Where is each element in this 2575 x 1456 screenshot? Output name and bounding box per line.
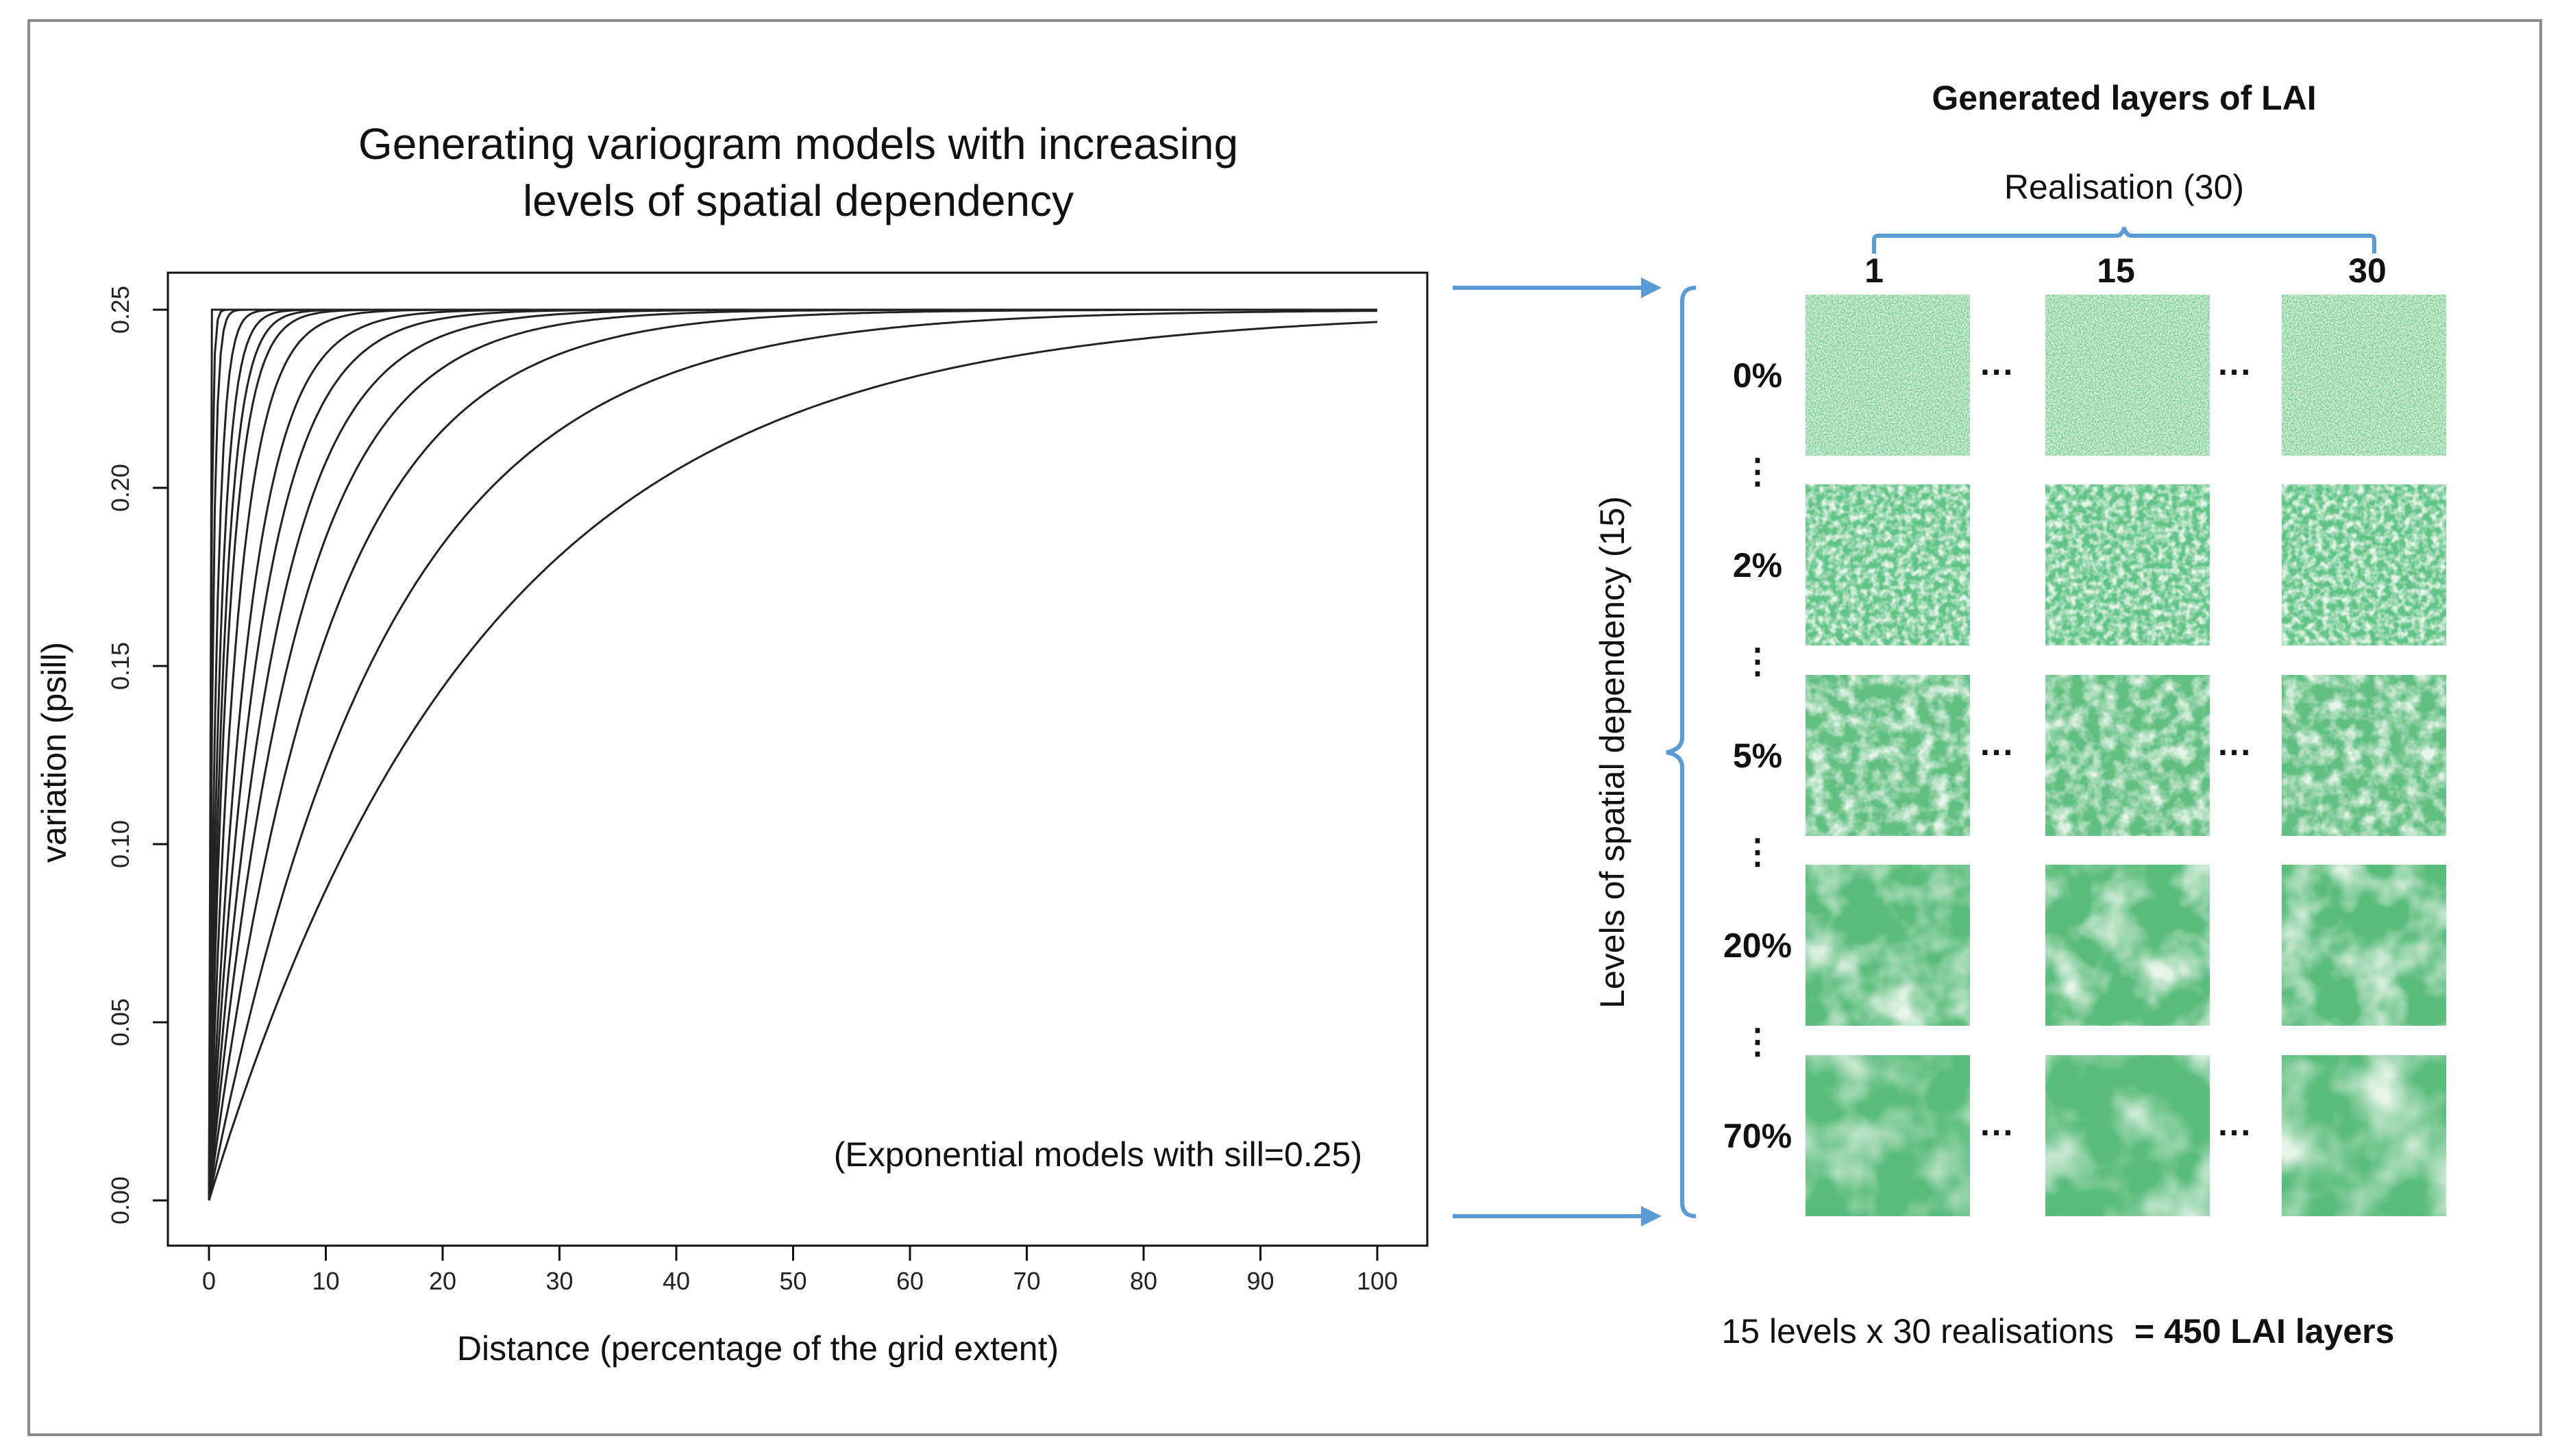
horizontal-ellipsis: ··· — [1980, 353, 2015, 391]
x-tick-label: 80 — [1130, 1267, 1157, 1295]
row-label-5: 70% — [1723, 1117, 1792, 1155]
bottom-arrow-head — [1641, 1206, 1662, 1226]
x-tick-label: 60 — [896, 1267, 924, 1295]
lai-layer-grid: 0% ⋮ ··· ··· 2% ⋮ 5% ⋮ ··· ··· 20% ⋮ 70% ··· ··· — [1723, 295, 2446, 1216]
plot-frame — [167, 271, 1429, 1247]
x-tick-label: 40 — [663, 1267, 690, 1295]
chart-title-line-2: levels of spatial dependency — [523, 176, 1074, 225]
tile-texture — [2282, 1055, 2446, 1216]
x-axis-title: Distance (percentage of the grid extent) — [457, 1329, 1059, 1368]
lai-layer-tile — [2282, 295, 2446, 456]
lai-layer-tile — [2282, 1055, 2446, 1216]
model-annotation: (Exponential models with sill=0.25) — [834, 1135, 1362, 1174]
x-axis-ticks: 0 10 20 30 40 50 60 70 80 90 100 — [202, 1244, 1398, 1295]
row-label-2: 2% — [1733, 546, 1782, 584]
realisation-bracket — [1872, 227, 2376, 254]
tile-texture — [2045, 675, 2210, 836]
y-tick-label: 0.15 — [106, 642, 134, 690]
tile-texture — [2045, 1055, 2210, 1216]
footer-total: = 450 LAI layers — [2134, 1312, 2394, 1350]
horizontal-ellipsis: ··· — [1980, 733, 2015, 772]
lai-layer-tile — [1806, 1055, 1970, 1216]
tile-texture — [2045, 295, 2210, 456]
levels-label: Levels of spatial dependency (15) — [1593, 496, 1631, 1009]
lai-layer-tile — [2045, 295, 2210, 456]
x-tick-label: 20 — [429, 1267, 456, 1295]
lai-layer-tile — [1806, 865, 1970, 1026]
lai-layer-tile — [2282, 675, 2446, 836]
vertical-ellipsis: ⋮ — [1740, 832, 1775, 871]
lai-layer-tile — [2045, 865, 2210, 1026]
tile-texture — [2282, 865, 2446, 1026]
tile-texture — [2282, 295, 2446, 456]
tile-texture — [1806, 295, 1970, 456]
tile-texture — [1806, 484, 1970, 645]
row-label-1: 0% — [1733, 356, 1782, 395]
y-tick-label: 0.10 — [106, 820, 134, 868]
column-label-1: 1 — [1864, 251, 1884, 290]
x-tick-label: 100 — [1357, 1267, 1398, 1295]
vertical-ellipsis: ⋮ — [1740, 642, 1775, 680]
x-tick-label: 50 — [779, 1267, 806, 1295]
row-label-3: 5% — [1733, 737, 1782, 775]
tile-texture — [2045, 484, 2210, 645]
x-tick-label: 10 — [312, 1267, 339, 1295]
footer-text: 15 levels x 30 realisations — [1721, 1312, 2114, 1350]
tile-texture — [2282, 675, 2446, 836]
top-arrow-head — [1641, 277, 1662, 298]
y-tick-label: 0.00 — [106, 1176, 134, 1224]
lai-layers-panel: Generated layers of LAI Realisation (30)… — [1593, 79, 2446, 1350]
lai-layer-tile — [2045, 1055, 2210, 1216]
x-tick-label: 0 — [202, 1267, 216, 1295]
lai-layer-tile — [1806, 295, 1970, 456]
realisation-label: Realisation (30) — [2004, 168, 2244, 206]
horizontal-ellipsis: ··· — [2218, 1113, 2252, 1152]
lai-layer-tile — [2045, 484, 2210, 645]
horizontal-ellipsis: ··· — [2218, 353, 2252, 391]
tile-texture — [1806, 865, 1970, 1026]
tile-texture — [2045, 865, 2210, 1026]
horizontal-ellipsis: ··· — [2218, 733, 2252, 772]
panel-title: Generated layers of LAI — [1932, 79, 2316, 117]
variogram-curve-14 — [208, 310, 1377, 1201]
y-tick-label: 0.25 — [106, 286, 134, 334]
column-label-30: 30 — [2348, 251, 2387, 290]
lai-layer-tile — [1806, 675, 1970, 836]
lai-layer-tile — [1806, 484, 1970, 645]
vertical-ellipsis: ⋮ — [1740, 452, 1775, 491]
y-tick-label: 0.20 — [106, 464, 134, 512]
chart-title-line-1: Generating variogram models with increas… — [358, 119, 1238, 169]
variogram-curve-15 — [208, 321, 1378, 1201]
horizontal-ellipsis: ··· — [1980, 1113, 2015, 1152]
lai-layer-tile — [2282, 865, 2446, 1026]
levels-bracket — [1666, 286, 1697, 1218]
tile-texture — [1806, 675, 1970, 836]
y-tick-label: 0.05 — [106, 998, 134, 1046]
tile-texture — [2282, 484, 2446, 645]
lai-layer-tile — [2045, 675, 2210, 836]
x-tick-label: 90 — [1246, 1267, 1274, 1295]
x-tick-label: 30 — [545, 1267, 573, 1295]
y-axis-ticks: 0.00 0.05 0.10 0.15 0.20 0.25 — [106, 286, 169, 1224]
variogram-curves — [208, 308, 1378, 1201]
column-label-15: 15 — [2097, 251, 2135, 290]
variogram-chart: Generating variogram models with increas… — [35, 119, 1429, 1368]
x-tick-label: 70 — [1013, 1267, 1040, 1295]
y-axis-title: variation (psill) — [35, 642, 73, 863]
lai-layer-tile — [2282, 484, 2446, 645]
vertical-ellipsis: ⋮ — [1740, 1022, 1775, 1061]
connector-arrows — [1453, 277, 1662, 1226]
variogram-curve-13 — [208, 308, 1377, 1201]
row-label-4: 20% — [1723, 926, 1792, 965]
tile-texture — [1806, 1055, 1970, 1216]
